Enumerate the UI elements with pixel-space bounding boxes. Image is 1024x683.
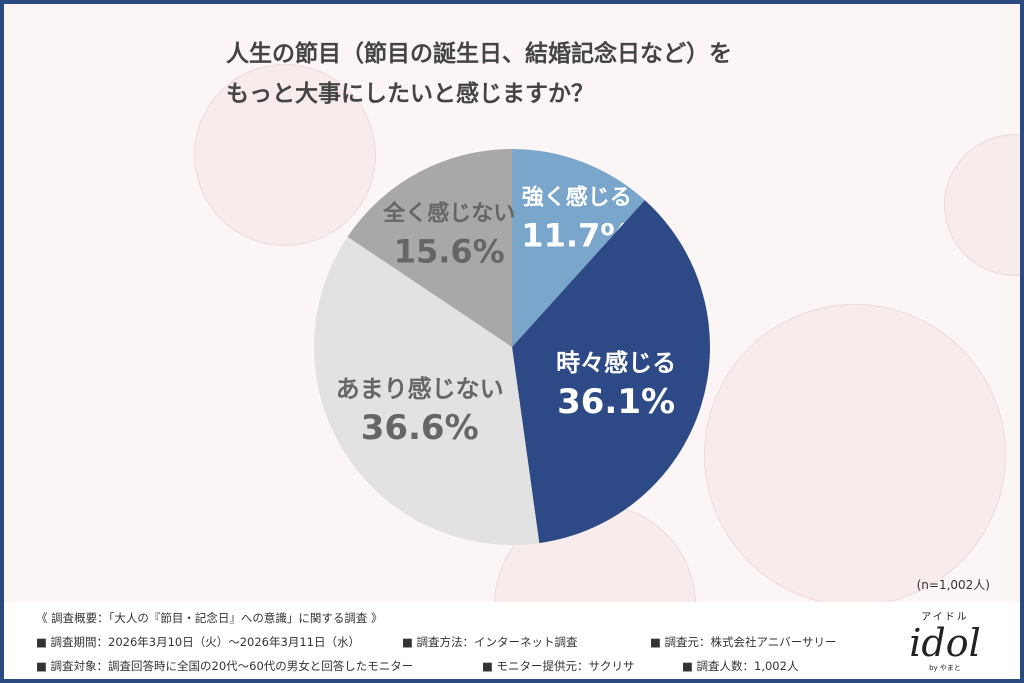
pie-slice bbox=[313, 236, 540, 546]
logo-sub: by やまと bbox=[929, 664, 961, 672]
decorative-pattern-circle bbox=[704, 304, 1006, 606]
logo-kana: アイドル bbox=[921, 612, 969, 623]
chart-title: 人生の節目（節目の誕生日、結婚記念日など）を もっと大事にしたいと感じますか？ bbox=[226, 34, 732, 114]
respondent-count: ■ 調査人数：1,002人 bbox=[682, 659, 799, 673]
survey-source: ■ 調査元：株式会社アニバーサリー bbox=[650, 635, 837, 649]
survey-summary: 《 調査概要：「大人の『節目・記念日』への意識」に関する調査 》 ■ 調査期間：… bbox=[4, 602, 1020, 679]
pie-slice bbox=[512, 149, 645, 347]
survey-method: ■ 調査方法：インターネット調査 bbox=[402, 635, 578, 649]
survey-target: ■ 調査対象：調査回答時に全国の20代～60代の男女と回答したモニター bbox=[36, 659, 414, 673]
decorative-pattern-circle bbox=[194, 64, 376, 246]
slice-value-label: 15.6% bbox=[394, 233, 505, 271]
pie-slice bbox=[347, 149, 512, 347]
survey-heading: 《 調査概要：「大人の『節目・記念日』への意識」に関する調査 》 bbox=[36, 611, 383, 625]
slice-label: 強く感じる bbox=[522, 185, 632, 211]
slice-value-label: 36.6% bbox=[361, 408, 479, 448]
title-line-2: もっと大事にしたいと感じますか？ bbox=[226, 81, 594, 107]
infographic: 人生の節目（節目の誕生日、結婚記念日など）を もっと大事にしたいと感じますか？ … bbox=[4, 4, 1020, 679]
pie-slice bbox=[512, 200, 710, 544]
slice-label: あまり感じない bbox=[336, 375, 504, 403]
slice-value-label: 36.1% bbox=[557, 382, 675, 422]
sample-size-note: (n=1,002人) bbox=[916, 578, 990, 592]
survey-period: ■ 調査期間：2026年3月10日（火）～2026年3月11日（水） bbox=[36, 635, 360, 649]
idol-logo: アイドル idol by やまと bbox=[900, 608, 990, 674]
logo-word: idol bbox=[909, 621, 981, 665]
slice-label: 全く感じない bbox=[382, 201, 515, 227]
pie-chart: 強く感じる11.7%時々感じる36.1%あまり感じない36.6%全く感じない15… bbox=[313, 149, 710, 546]
monitor-provider: ■ モニター提供元：サクリサ bbox=[482, 659, 635, 673]
title-line-1: 人生の節目（節目の誕生日、結婚記念日など）を bbox=[226, 41, 732, 67]
slice-label: 時々感じる bbox=[556, 349, 676, 377]
